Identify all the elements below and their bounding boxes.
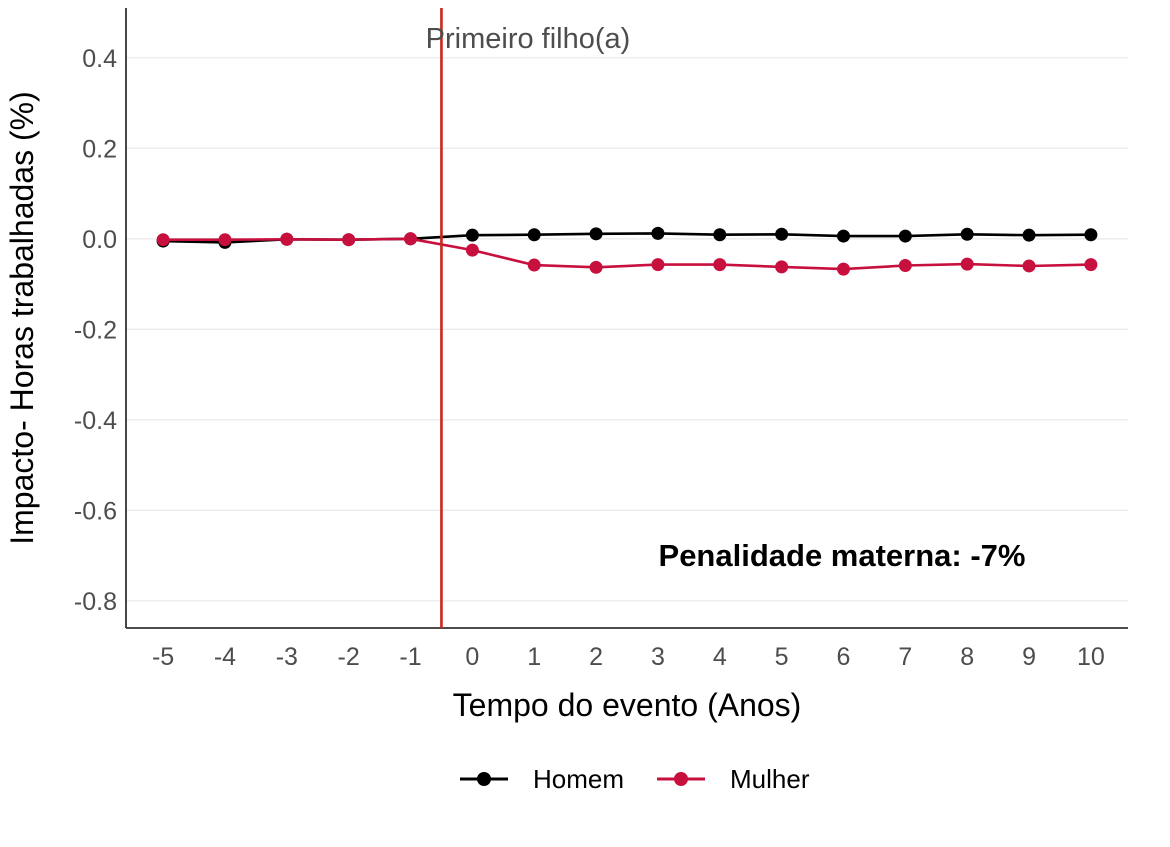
data-point-homem — [527, 228, 541, 242]
y-tick-label: 0.2 — [82, 135, 117, 163]
legend: Homem Mulher — [460, 764, 810, 794]
series-line-mulher — [163, 237, 1091, 271]
data-point-mulher — [218, 233, 232, 247]
first-child-annotation: Primeiro filho(a) — [426, 23, 631, 55]
data-point-homem — [465, 228, 479, 242]
y-tick-label: -0.2 — [74, 316, 117, 344]
data-point-homem — [1022, 228, 1036, 242]
data-point-mulher — [960, 257, 974, 271]
x-tick-label: 2 — [589, 643, 603, 671]
data-point-mulher — [1084, 258, 1098, 272]
legend-label-mulher: Mulher — [730, 764, 810, 794]
data-point-mulher — [589, 260, 603, 274]
data-point-homem — [775, 227, 789, 241]
data-point-mulher — [836, 262, 850, 276]
data-point-mulher — [898, 259, 912, 273]
series-lines — [156, 226, 1098, 276]
series-line-homem — [163, 232, 1091, 244]
y-tick-label: -0.6 — [74, 497, 117, 525]
legend-item-homem: Homem — [460, 764, 624, 794]
axes — [125, 8, 1128, 629]
x-tick-label: -5 — [152, 643, 174, 671]
y-tick-label: 0.4 — [82, 45, 117, 73]
y-tick-labels: 0.4 0.2 0.0 -0.2 -0.4 -0.6 -0.8 — [74, 45, 117, 616]
legend-marker-homem — [477, 772, 491, 786]
x-tick-label: 4 — [713, 643, 727, 671]
x-tick-label: 7 — [898, 643, 912, 671]
data-point-homem — [651, 226, 665, 240]
data-point-mulher — [404, 232, 418, 246]
data-point-mulher — [465, 243, 479, 257]
legend-item-mulher: Mulher — [657, 764, 810, 794]
data-point-mulher — [280, 232, 294, 246]
x-tick-label: 1 — [527, 643, 541, 671]
x-tick-label: 10 — [1077, 643, 1105, 671]
data-point-homem — [713, 228, 727, 242]
data-point-mulher — [651, 258, 665, 272]
x-tick-label: -3 — [276, 643, 298, 671]
data-point-homem — [589, 227, 603, 241]
data-point-mulher — [156, 233, 170, 247]
data-point-mulher — [713, 258, 727, 272]
x-tick-label: 8 — [960, 643, 974, 671]
y-axis-title: Impacto- Horas trabalhadas (%) — [4, 91, 40, 545]
legend-label-homem: Homem — [533, 764, 624, 794]
y-tick-label: -0.4 — [74, 407, 117, 435]
data-point-mulher — [342, 233, 356, 247]
legend-marker-mulher — [674, 772, 688, 786]
data-point-homem — [1084, 228, 1098, 242]
data-point-homem — [898, 229, 912, 243]
data-point-homem — [836, 229, 850, 243]
y-tick-label: -0.8 — [74, 588, 117, 616]
data-point-mulher — [1022, 259, 1036, 273]
x-tick-label: 3 — [651, 643, 665, 671]
x-tick-label: 9 — [1022, 643, 1036, 671]
x-axis-title: Tempo do evento (Anos) — [453, 687, 802, 723]
maternal-penalty-annotation: Penalidade materna: -7% — [659, 538, 1026, 573]
series-homem — [156, 226, 1098, 249]
gridlines — [126, 57, 1128, 602]
series-mulher — [156, 232, 1098, 276]
x-tick-label: 5 — [775, 643, 789, 671]
data-point-homem — [960, 227, 974, 241]
x-tick-label: -4 — [214, 643, 236, 671]
x-tick-labels: -5 -4 -3 -2 -1 0 1 2 3 4 5 6 7 8 9 10 — [152, 643, 1105, 671]
data-point-mulher — [527, 258, 541, 272]
x-tick-label: 0 — [465, 643, 479, 671]
data-point-mulher — [775, 260, 789, 274]
x-tick-label: 6 — [837, 643, 851, 671]
x-tick-label: -1 — [399, 643, 421, 671]
x-tick-label: -2 — [338, 643, 360, 671]
y-tick-label: 0.0 — [82, 226, 117, 254]
